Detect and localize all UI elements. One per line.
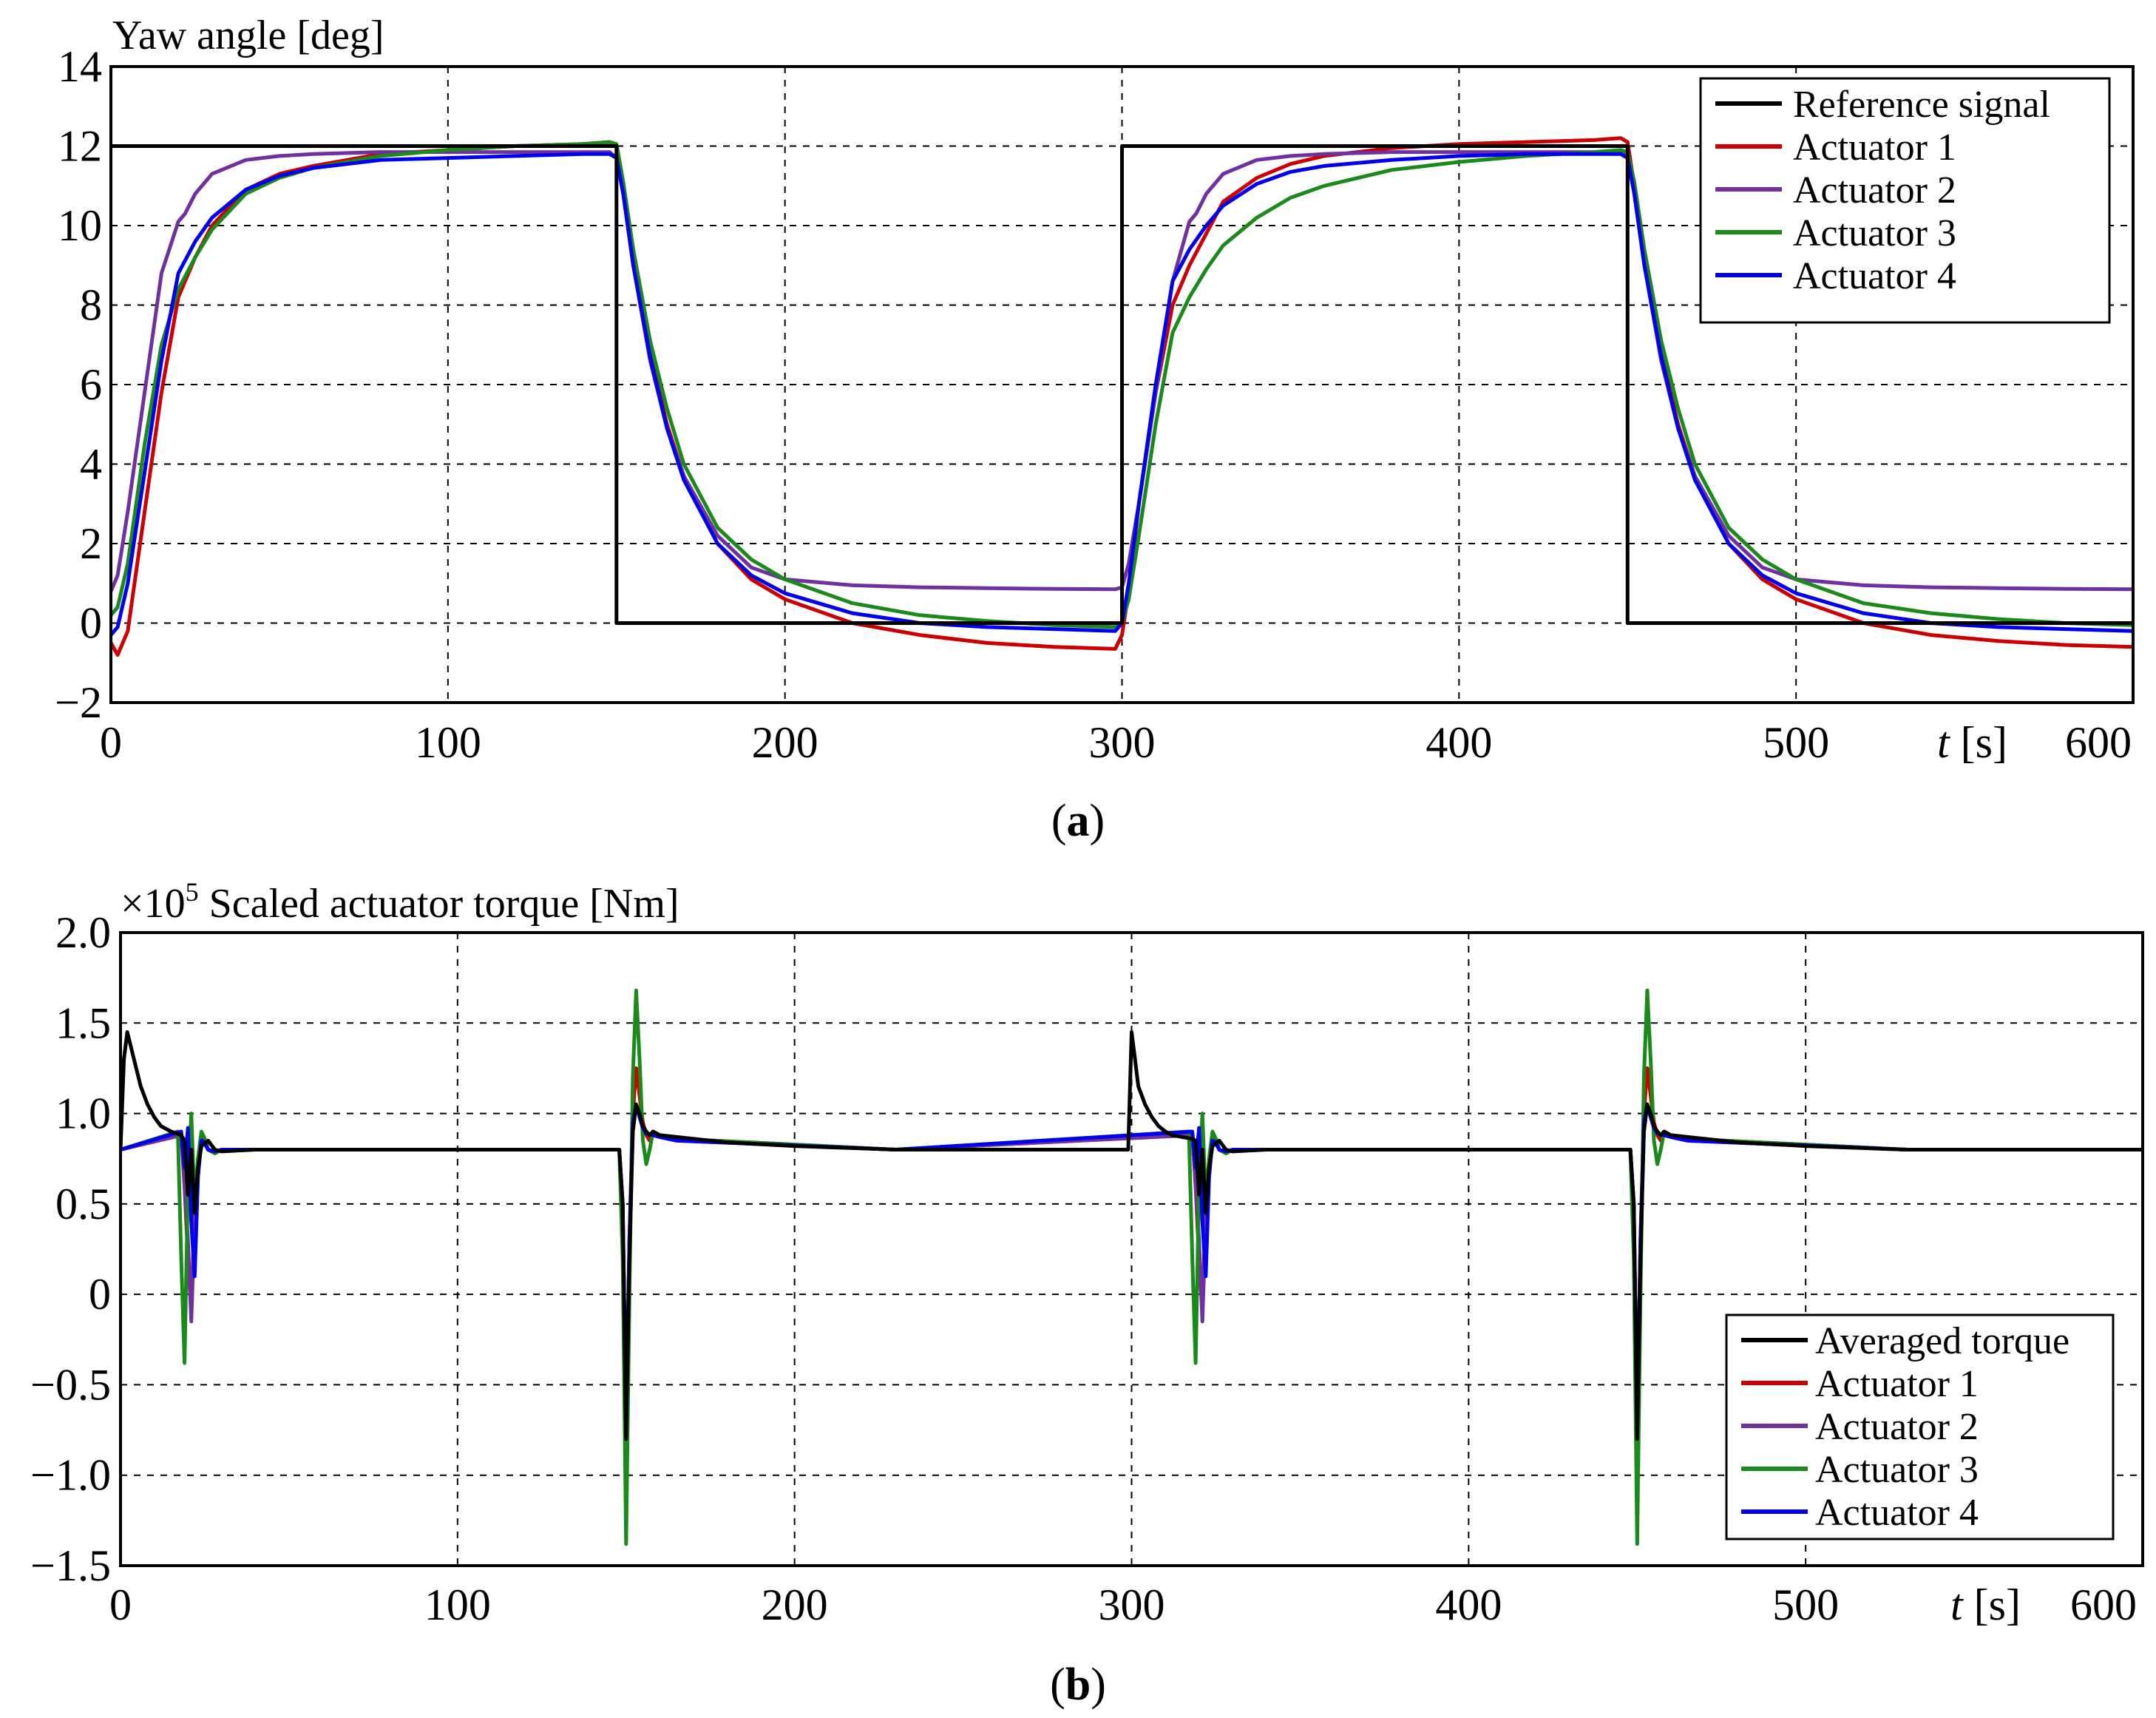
panel-b-ytick-label: 2.0 <box>55 908 111 957</box>
panel-a-legend-label-actuator-3: Actuator 3 <box>1793 212 1956 254</box>
panel-a-xlabel-var: t <box>1937 718 1950 767</box>
panel-b-caption: (b) <box>1050 1660 1106 1710</box>
panel-a-series <box>111 136 2133 657</box>
panel-a-ytick-label: −2 <box>55 678 102 727</box>
panel-b-xtick-label: 300 <box>1099 1580 1165 1629</box>
panel-a-legend-label-reference-signal: Reference signal <box>1793 84 2050 126</box>
panel-b-xlabel: t [s] <box>1950 1580 2021 1629</box>
panel-a-ytick-label: 14 <box>58 42 102 91</box>
panel-a-caption-letter: a <box>1067 796 1090 846</box>
panel-a-xtick-label: 600 <box>2065 718 2132 767</box>
panel-b-caption-letter: b <box>1065 1660 1091 1710</box>
panel-b-grid <box>121 933 2143 1566</box>
panel-b-xlabel-var: t <box>1950 1580 1964 1629</box>
panel-b-ytick-label: −0.5 <box>30 1360 111 1409</box>
panel-a-ytick-label: 0 <box>80 599 102 648</box>
panel-a-xtick-label: 100 <box>415 718 481 767</box>
panel-a-series-reference-signal <box>111 144 2133 625</box>
panel-b-plot-frame <box>119 931 2144 1567</box>
panel-b-tick-labels: 0 100 200 300 400 500 600 −1.5 −1.0 −0.5 0 0.5 1.0 1.… <box>30 908 2137 1629</box>
panel-a-ytick-label: 8 <box>80 281 102 330</box>
panel-a-ytick-label: 10 <box>58 201 102 250</box>
panel-b-xtick-label: 500 <box>1772 1580 1839 1629</box>
panel-b-legend-label-actuator-3: Actuator 3 <box>1815 1449 1979 1491</box>
panel-b-legend-label-actuator-1: Actuator 1 <box>1815 1363 1979 1405</box>
panel-a-series-actuator-4 <box>111 152 2133 638</box>
panel-a-legend-label-actuator-4: Actuator 4 <box>1793 255 1956 297</box>
panel-b-ytick-label: 0.5 <box>55 1180 111 1228</box>
panel-b-ytick-label: 1.5 <box>55 998 111 1047</box>
panel-b-xtick-label: 100 <box>424 1580 491 1629</box>
panel-a-ytick-label: 12 <box>58 122 102 171</box>
panel-a-xlabel: t [s] <box>1937 718 2007 767</box>
panel-b-ytick-label: 1.0 <box>55 1089 111 1138</box>
panel-a-xtick-label: 300 <box>1089 718 1156 767</box>
panel-a-xlabel-unit: [s] <box>1961 718 2007 767</box>
panel-b-ytick-label: −1.0 <box>30 1451 111 1500</box>
panel-b-torque-chart: 0 100 200 300 400 500 600 −1.5 −1.0 −0.5 0 0.5 1.0 1.… <box>30 877 2144 1710</box>
panel-b-ylabel-prefix: ×10 <box>121 881 186 927</box>
panel-b-xlabel-unit: [s] <box>1974 1580 2021 1629</box>
panel-b-xtick-label: 0 <box>109 1580 132 1629</box>
panel-b-ylabel: ×105 Scaled actuator torque [Nm] <box>121 877 679 927</box>
panel-b-xtick-label: 400 <box>1435 1580 1502 1629</box>
panel-b-xtick-label: 600 <box>2070 1580 2137 1629</box>
panel-b-ytick-label: −1.5 <box>30 1541 111 1590</box>
panel-a-caption: (a) <box>1051 796 1105 846</box>
panel-b-legend-label-averaged-torque: Averaged torque <box>1815 1320 2069 1362</box>
panel-b-series-averaged-torque <box>121 1030 2143 1441</box>
panel-a-ytick-label: 6 <box>80 360 102 409</box>
panel-a-legend-label-actuator-2: Actuator 2 <box>1793 169 1956 212</box>
panel-a-ytick-label: 4 <box>80 440 102 489</box>
panel-b-ytick-label: 0 <box>89 1270 111 1319</box>
panel-b-legend-label-actuator-2: Actuator 2 <box>1815 1406 1979 1448</box>
panel-a-legend-box <box>1699 77 2111 324</box>
panel-b-ylabel-text: Scaled actuator torque [Nm] <box>209 881 679 927</box>
panel-b-xtick-label: 200 <box>762 1580 828 1629</box>
panel-b-ylabel-exponent: 5 <box>186 877 199 907</box>
panel-a-ytick-label: 2 <box>80 519 102 568</box>
panel-a-xtick-label: 200 <box>752 718 818 767</box>
panel-a-xtick-label: 500 <box>1763 718 1829 767</box>
panel-a-plot-frame <box>109 65 2135 704</box>
panel-b-series <box>121 988 2143 1546</box>
panel-b-legend-label-actuator-4: Actuator 4 <box>1815 1492 1979 1534</box>
panel-a-ylabel: Yaw angle [deg] <box>112 13 384 58</box>
panel-a-xtick-label: 0 <box>100 718 122 767</box>
panel-a-xtick-label: 400 <box>1426 718 1492 767</box>
panel-a-legend-label-actuator-1: Actuator 1 <box>1793 126 1956 169</box>
